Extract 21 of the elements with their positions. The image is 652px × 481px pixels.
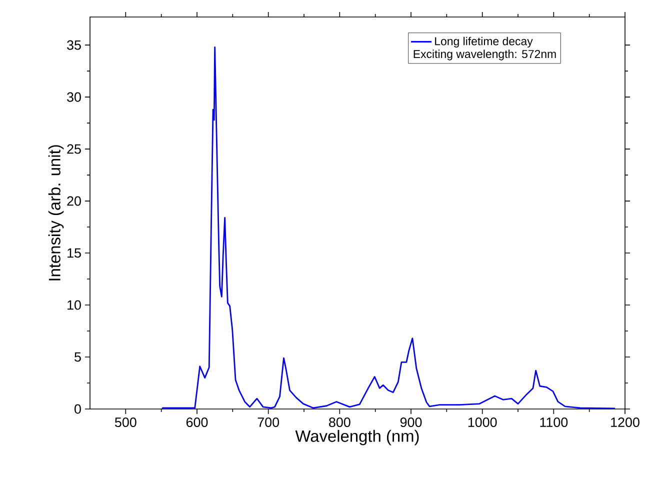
x-tick-label: 500 xyxy=(114,418,136,428)
x-axis-title: Wavelength (nm) xyxy=(295,430,419,446)
y-tick-label: 10 xyxy=(68,300,81,310)
x-tick-label: 1200 xyxy=(611,418,640,428)
y-axis-title: Intensity (arb. unit) xyxy=(48,145,64,280)
legend-label: Long lifetime decay xyxy=(435,36,533,48)
x-tick-label: 900 xyxy=(400,418,422,428)
x-tick-label: 700 xyxy=(258,418,280,428)
y-tick-label: 35 xyxy=(67,40,81,50)
x-tick-label: 1100 xyxy=(540,418,568,428)
x-tick-label: 600 xyxy=(186,418,208,428)
x-tick-label: 1000 xyxy=(468,418,497,428)
annotation: Exciting wavelength: 572nm xyxy=(414,50,556,60)
y-tick-label: 5 xyxy=(74,352,81,362)
y-tick-label: 25 xyxy=(67,144,81,154)
line-series xyxy=(161,46,616,409)
y-tick-label: 0 xyxy=(74,404,81,414)
y-tick-label: 15 xyxy=(68,248,81,258)
y-tick-label: 20 xyxy=(67,196,81,206)
x-tick-label: 800 xyxy=(329,418,350,428)
y-tick-label: 30 xyxy=(67,92,81,102)
